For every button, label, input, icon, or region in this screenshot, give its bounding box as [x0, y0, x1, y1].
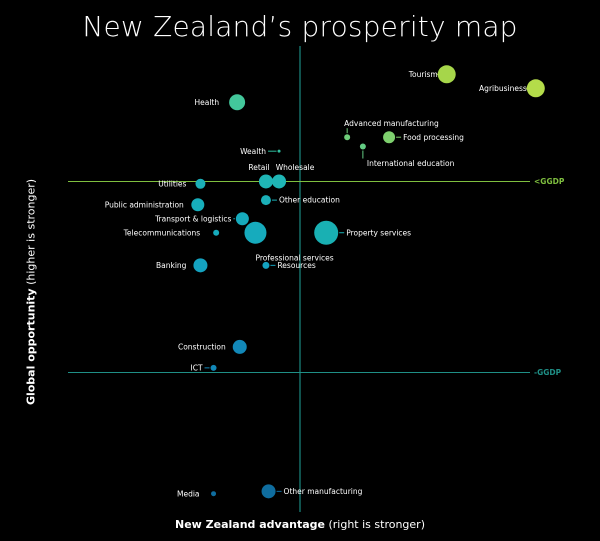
point-resources[interactable]: [262, 261, 270, 269]
point-utilities[interactable]: [195, 178, 206, 189]
label-retail: Retail: [248, 163, 269, 172]
label-wholesale: Wholesale: [276, 163, 315, 172]
label-other-manufacturing: Other manufacturing: [284, 487, 363, 496]
point-tourism[interactable]: [437, 65, 456, 84]
label-health: Health: [194, 98, 219, 107]
x-axis-label-rest: (right is stronger): [324, 518, 425, 531]
point-wealth[interactable]: [277, 149, 281, 153]
point-telecommunications[interactable]: [213, 229, 220, 236]
point-other-education[interactable]: [260, 195, 271, 206]
chart-title: New Zealand’s prosperity map: [82, 10, 518, 43]
point-professional-services[interactable]: [244, 221, 267, 244]
label-agribusiness: Agribusiness: [479, 84, 527, 93]
label-resources: Resources: [277, 261, 315, 270]
point-banking[interactable]: [193, 258, 208, 273]
label-advanced-manufacturing: Advanced manufacturing: [344, 119, 439, 128]
x-axis-label: New Zealand advantage (right is stronger…: [0, 518, 600, 531]
label-wealth: Wealth: [240, 147, 266, 156]
point-food-processing[interactable]: [383, 131, 396, 144]
point-other-manufacturing[interactable]: [261, 484, 276, 499]
x-axis-label-bold: New Zealand advantage: [175, 518, 325, 531]
label-transport-and-logistics: Transport & logistics: [154, 214, 231, 223]
point-international-education[interactable]: [359, 143, 366, 150]
point-transport-and-logistics[interactable]: [235, 212, 249, 226]
label-property-services: Property services: [346, 228, 411, 237]
point-ict[interactable]: [210, 364, 217, 371]
point-agribusiness[interactable]: [526, 79, 545, 98]
point-health[interactable]: [229, 94, 246, 111]
reference-line-label-upper: <GGDP: [534, 177, 565, 186]
point-media[interactable]: [211, 491, 217, 497]
label-international-education: International education: [367, 159, 455, 168]
label-banking: Banking: [156, 261, 187, 270]
label-public-administration: Public administration: [105, 200, 184, 209]
point-retail[interactable]: [258, 174, 273, 189]
point-advanced-manufacturing[interactable]: [344, 134, 351, 141]
reference-line-label-lower: -GGDP: [534, 368, 562, 377]
label-utilities: Utilities: [158, 179, 186, 188]
label-ict: ICT: [191, 363, 203, 372]
label-media: Media: [177, 489, 200, 498]
label-other-education: Other education: [279, 196, 340, 205]
point-property-services[interactable]: [314, 220, 339, 245]
label-construction: Construction: [178, 343, 226, 352]
label-tourism: Tourism: [408, 70, 438, 79]
label-food-processing: Food processing: [403, 133, 464, 142]
point-public-administration[interactable]: [191, 198, 205, 212]
label-professional-services: Professional services: [255, 253, 333, 262]
point-wholesale[interactable]: [272, 174, 287, 189]
label-telecommunications: Telecommunications: [123, 228, 201, 237]
point-construction[interactable]: [232, 339, 247, 354]
